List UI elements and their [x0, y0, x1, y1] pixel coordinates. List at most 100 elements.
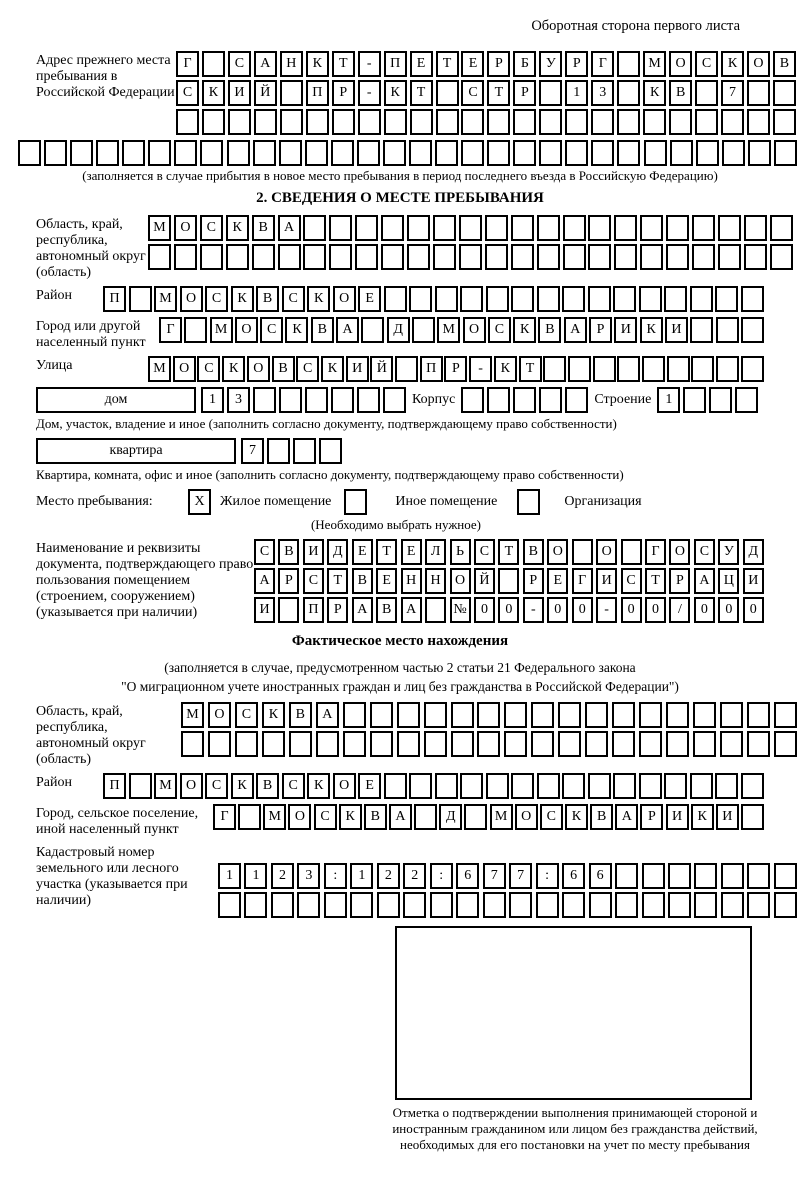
char-cell: И [596, 568, 618, 594]
char-cell: 6 [588, 863, 612, 889]
char-cell [511, 773, 535, 799]
char-cell: Т [518, 356, 542, 382]
char-cell: В [256, 286, 280, 312]
char-cell [513, 109, 537, 135]
char-cell: Е [358, 286, 382, 312]
char-cell: П [383, 51, 407, 77]
char-cell: Д [742, 539, 764, 565]
char-cell: А [693, 568, 715, 594]
char-cell [740, 773, 764, 799]
char-cell: Е [376, 568, 398, 594]
region-field: Область, край, республика, автономный ок… [36, 215, 793, 281]
char-cell: Т [327, 568, 349, 594]
char-cell [617, 140, 641, 166]
char-cell [592, 356, 616, 382]
char-cell: М [148, 215, 171, 241]
char-cell [740, 317, 764, 343]
char-cell [747, 892, 771, 918]
char-cell: М [181, 702, 204, 728]
char-cell [434, 286, 458, 312]
char-cell [536, 215, 560, 241]
char-cell [562, 215, 586, 241]
char-cell [588, 892, 612, 918]
char-cell: М [148, 356, 171, 382]
char-cell [477, 731, 501, 757]
char-cell [588, 244, 612, 270]
char-cell: Р [565, 51, 589, 77]
char-cell [267, 438, 290, 464]
char-cell: : [535, 863, 559, 889]
char-cell [435, 109, 459, 135]
char-cell [383, 286, 407, 312]
char-cell: О [547, 539, 569, 565]
char-cell: С [693, 539, 715, 565]
cadastral-label: Кадастровый номер земельного или лесного… [36, 845, 188, 908]
char-cell: П [103, 773, 126, 799]
char-cell: 2 [270, 863, 294, 889]
char-cell [279, 109, 303, 135]
section2-heading: 2. СВЕДЕНИЯ О МЕСТЕ ПРЕБЫВАНИЯ [256, 190, 544, 206]
char-cell [617, 356, 641, 382]
char-cell: М [154, 286, 178, 312]
char-cell: 3 [591, 80, 615, 106]
char-cell [435, 140, 458, 166]
actual-region-label: Область, край, республика, автономный ок… [36, 704, 146, 767]
char-cell [565, 140, 589, 166]
stroenie-label: Строение [594, 392, 652, 407]
char-cell: 1 [565, 80, 589, 106]
char-cell [485, 773, 509, 799]
char-cell: Г [159, 317, 182, 343]
char-cell: Е [351, 539, 373, 565]
char-cell [769, 215, 793, 241]
char-cell [692, 244, 716, 270]
char-cell [409, 109, 433, 135]
char-cell [562, 892, 586, 918]
char-cell: И [227, 80, 251, 106]
page-side-note: Оборотная сторона первого листа [531, 18, 740, 34]
char-cell [423, 702, 447, 728]
street-label: Улица [36, 358, 73, 373]
prev-address-row3 [176, 109, 796, 135]
char-cell [369, 731, 393, 757]
char-cell: 6 [562, 863, 586, 889]
char-cell [319, 438, 342, 464]
char-cell [747, 140, 771, 166]
char-cell [640, 244, 664, 270]
char-cell [747, 702, 771, 728]
char-cell [746, 80, 770, 106]
stay-choice-note: (Необходимо выбрать нужное) [310, 517, 482, 532]
char-cell [638, 286, 662, 312]
char-cell: А [254, 568, 275, 594]
char-cell [252, 140, 276, 166]
actual-city-field: Город, сельское поселение, иной населенн… [36, 804, 764, 838]
char-cell [303, 244, 327, 270]
char-cell: 7 [482, 863, 506, 889]
char-cell: В [278, 539, 300, 565]
char-cell: С [539, 804, 563, 830]
char-cell [458, 244, 482, 270]
city-label: Город или другой населенный пункт [36, 319, 146, 350]
char-cell [226, 140, 250, 166]
stay-checkbox-organization [517, 489, 541, 515]
char-cell [620, 539, 642, 565]
char-cell [612, 731, 636, 757]
char-cell [227, 109, 251, 135]
char-cell [743, 215, 767, 241]
char-cell [666, 702, 690, 728]
char-cell: Т [376, 539, 398, 565]
stay-checkbox-other [344, 489, 368, 515]
char-cell [181, 731, 204, 757]
actual-district-label: Район [36, 775, 72, 790]
char-cell: Ц [718, 568, 740, 594]
char-cell [536, 773, 560, 799]
char-cell [148, 244, 171, 270]
char-cell: 7 [241, 438, 264, 464]
